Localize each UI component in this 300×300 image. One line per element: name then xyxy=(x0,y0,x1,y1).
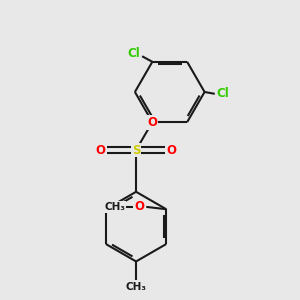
Text: O: O xyxy=(134,200,144,213)
Text: Cl: Cl xyxy=(128,47,140,60)
Text: CH₃: CH₃ xyxy=(126,281,147,292)
Text: S: S xyxy=(132,143,140,157)
Text: O: O xyxy=(147,116,157,129)
Text: CH₃: CH₃ xyxy=(105,202,126,212)
Text: O: O xyxy=(167,143,176,157)
Text: Cl: Cl xyxy=(217,87,230,100)
Text: O: O xyxy=(96,143,106,157)
